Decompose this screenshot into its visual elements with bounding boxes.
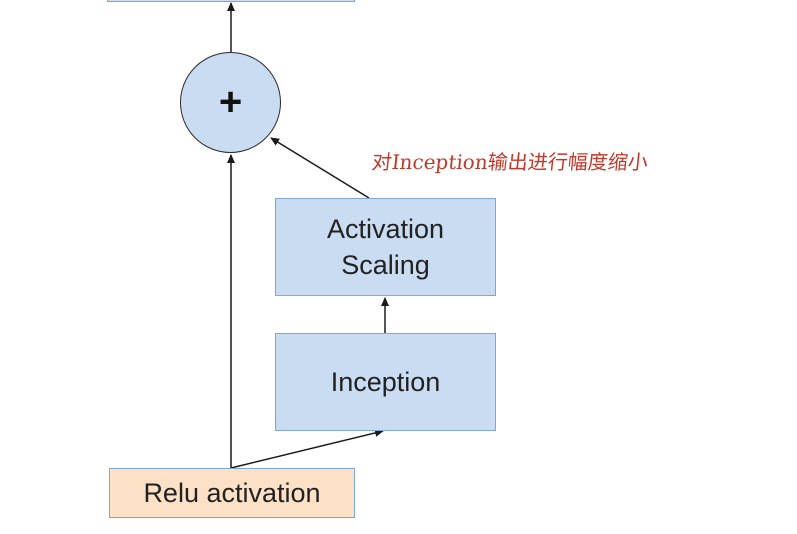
arrow-scaling-to-adder <box>270 137 370 199</box>
addition-node: + <box>180 52 281 153</box>
arrow-relu-to-inception <box>230 429 384 469</box>
activation-scaling-box: Activation Scaling <box>275 198 496 296</box>
inception-box: Inception <box>275 333 496 431</box>
next-layer-box-partial <box>107 0 355 2</box>
plus-icon: + <box>218 79 243 124</box>
relu-activation-box: Relu activation <box>109 468 355 518</box>
activation-scaling-label-line2: Scaling <box>341 250 430 280</box>
relu-activation-label: Relu activation <box>143 478 321 508</box>
inception-label: Inception <box>330 367 441 397</box>
activation-scaling-label-line1: Activation <box>326 214 445 244</box>
scaling-annotation: 对Inception输出进行幅度缩小 <box>370 150 650 174</box>
